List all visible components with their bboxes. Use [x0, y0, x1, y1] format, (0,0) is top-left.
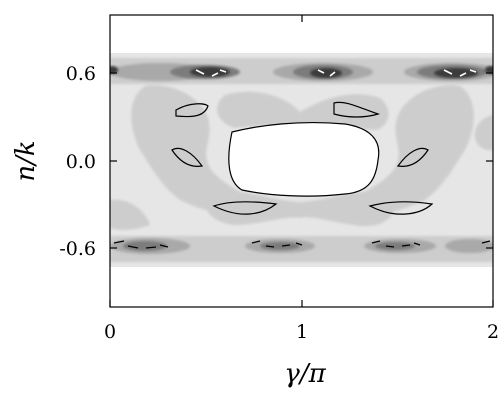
y-tick-label-0.6: 0.6	[66, 63, 96, 85]
contour-field	[110, 53, 493, 267]
contour-dashes-bottom	[113, 240, 491, 249]
contour-highlights	[195, 69, 477, 77]
y-tick-label-0.0: 0.0	[66, 151, 96, 173]
x-tick-label-1: 1	[296, 321, 308, 343]
y-axis-label: n/k	[11, 140, 41, 181]
x-axis-label: γ/π	[284, 359, 326, 389]
y-tick-label-neg0.6: -0.6	[59, 238, 96, 260]
contour-outline-center	[228, 121, 380, 197]
contour-center-white	[228, 122, 379, 197]
x-tick-label-0: 0	[104, 321, 116, 343]
x-tick-label-2: 2	[487, 321, 499, 343]
tick-marks	[109, 15, 494, 307]
contour-outlines	[171, 101, 434, 215]
